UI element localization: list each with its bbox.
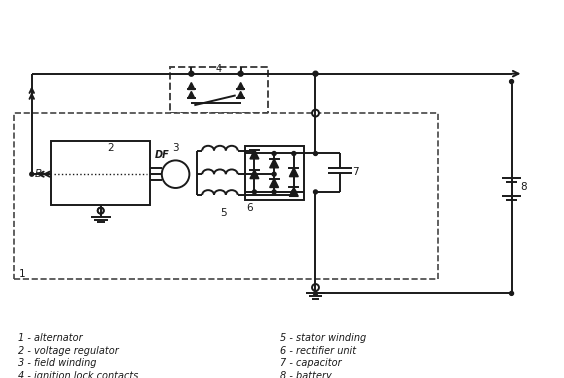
Circle shape xyxy=(238,71,243,76)
Text: 6 - rectifier unit: 6 - rectifier unit xyxy=(280,345,356,356)
Text: 4 - ignition lock contacts: 4 - ignition lock contacts xyxy=(18,371,138,378)
Circle shape xyxy=(314,152,318,155)
Polygon shape xyxy=(188,82,195,90)
Polygon shape xyxy=(270,179,279,187)
Circle shape xyxy=(237,116,244,122)
Circle shape xyxy=(253,190,257,194)
Circle shape xyxy=(292,152,296,155)
Polygon shape xyxy=(250,170,259,179)
Text: B: B xyxy=(34,169,42,179)
Text: 7: 7 xyxy=(352,167,359,177)
Text: 7 - capacitor: 7 - capacitor xyxy=(280,358,342,369)
Circle shape xyxy=(253,155,257,158)
Polygon shape xyxy=(237,82,244,90)
Circle shape xyxy=(98,208,104,214)
Text: 8: 8 xyxy=(520,182,527,192)
Bar xyxy=(170,67,268,113)
Circle shape xyxy=(312,110,319,116)
Circle shape xyxy=(98,208,104,214)
Circle shape xyxy=(30,172,34,176)
Circle shape xyxy=(292,190,296,194)
Text: 8 - battery: 8 - battery xyxy=(280,371,332,378)
Circle shape xyxy=(312,284,319,291)
Text: 3: 3 xyxy=(172,143,179,153)
Circle shape xyxy=(292,190,296,194)
Polygon shape xyxy=(188,91,195,98)
Polygon shape xyxy=(237,91,244,98)
Circle shape xyxy=(272,190,276,194)
Text: 1: 1 xyxy=(19,269,25,279)
Text: DF: DF xyxy=(155,150,170,161)
Polygon shape xyxy=(270,159,279,168)
Circle shape xyxy=(314,190,318,194)
Circle shape xyxy=(510,291,514,295)
Text: 1 - alternator: 1 - alternator xyxy=(18,333,82,343)
Polygon shape xyxy=(289,187,298,196)
Circle shape xyxy=(510,80,514,84)
Text: 5 - stator winding: 5 - stator winding xyxy=(280,333,366,343)
Circle shape xyxy=(313,71,318,76)
Bar xyxy=(14,113,438,279)
Text: 5: 5 xyxy=(221,208,227,218)
Bar xyxy=(245,146,303,200)
Text: 3 - field winding: 3 - field winding xyxy=(18,358,96,369)
Text: 6: 6 xyxy=(246,203,253,213)
Bar xyxy=(51,141,150,205)
Polygon shape xyxy=(250,150,259,159)
Circle shape xyxy=(253,152,257,155)
Text: 2 - voltage regulator: 2 - voltage regulator xyxy=(18,345,118,356)
Circle shape xyxy=(314,291,318,295)
Circle shape xyxy=(237,116,244,122)
Circle shape xyxy=(272,152,276,155)
Polygon shape xyxy=(289,168,298,177)
Circle shape xyxy=(189,71,194,76)
Circle shape xyxy=(272,172,276,176)
Text: 2: 2 xyxy=(107,143,114,153)
Text: 4: 4 xyxy=(216,64,222,74)
